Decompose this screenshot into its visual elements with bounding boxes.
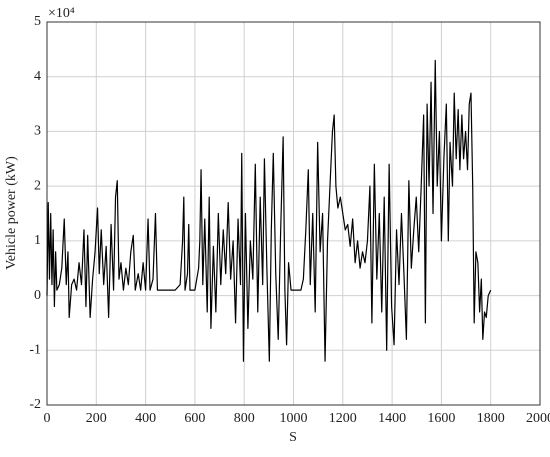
x-tick-label: 2000 [526,411,550,426]
x-tick-label: 200 [86,411,107,426]
y-tick-label: 2 [34,178,41,193]
x-tick-label: 1400 [378,411,406,426]
data-line [46,59,492,362]
y-tick-label: -2 [29,397,41,412]
y-tick-label: -1 [29,343,41,358]
x-tick-label: 1200 [329,411,357,426]
y-tick-label: 3 [34,124,41,139]
x-tick-label: 1000 [280,411,308,426]
x-tick-label: 1600 [427,411,455,426]
x-tick-label: 800 [234,411,255,426]
x-tick-label: 0 [44,411,51,426]
x-tick-label: 1800 [477,411,505,426]
y-axis-label: Vehicle power (kW) [4,156,19,270]
y-tick-label: 1 [34,233,41,248]
x-axis-label: S [289,430,297,445]
y-tick-label: 4 [34,69,41,84]
y-tick-label: 0 [34,288,41,303]
plot-frame [46,21,541,406]
x-tick-label: 600 [184,411,205,426]
x-tick-label: 400 [135,411,156,426]
y-multiplier: ×10⁴ [48,6,75,21]
y-tick-label: 5 [34,14,41,29]
